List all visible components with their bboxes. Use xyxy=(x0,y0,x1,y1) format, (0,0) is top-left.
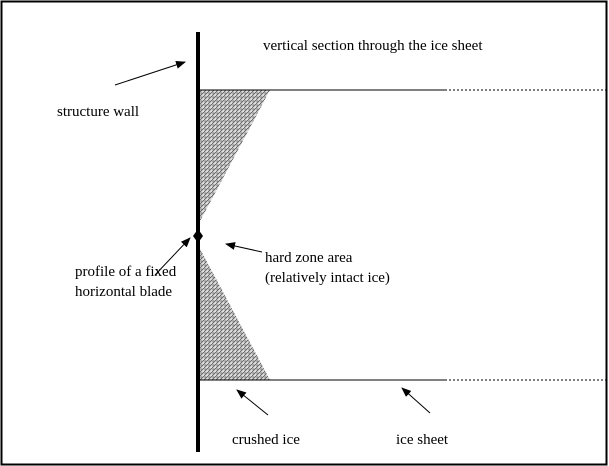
label: (relatively intact ice) xyxy=(265,270,390,286)
label: ice sheet xyxy=(396,432,449,448)
blade xyxy=(193,229,203,243)
label: crushed ice xyxy=(232,432,300,448)
label: horizontal blade xyxy=(75,284,172,300)
arrows xyxy=(114,61,431,416)
label: structure wall xyxy=(57,104,139,120)
label: profile of a fixed xyxy=(75,264,177,280)
crushed-zone-top xyxy=(198,90,270,225)
title: vertical section through the ice sheet xyxy=(263,38,483,54)
crushed-zone-bottom xyxy=(198,245,270,380)
label: hard zone area xyxy=(265,250,353,266)
